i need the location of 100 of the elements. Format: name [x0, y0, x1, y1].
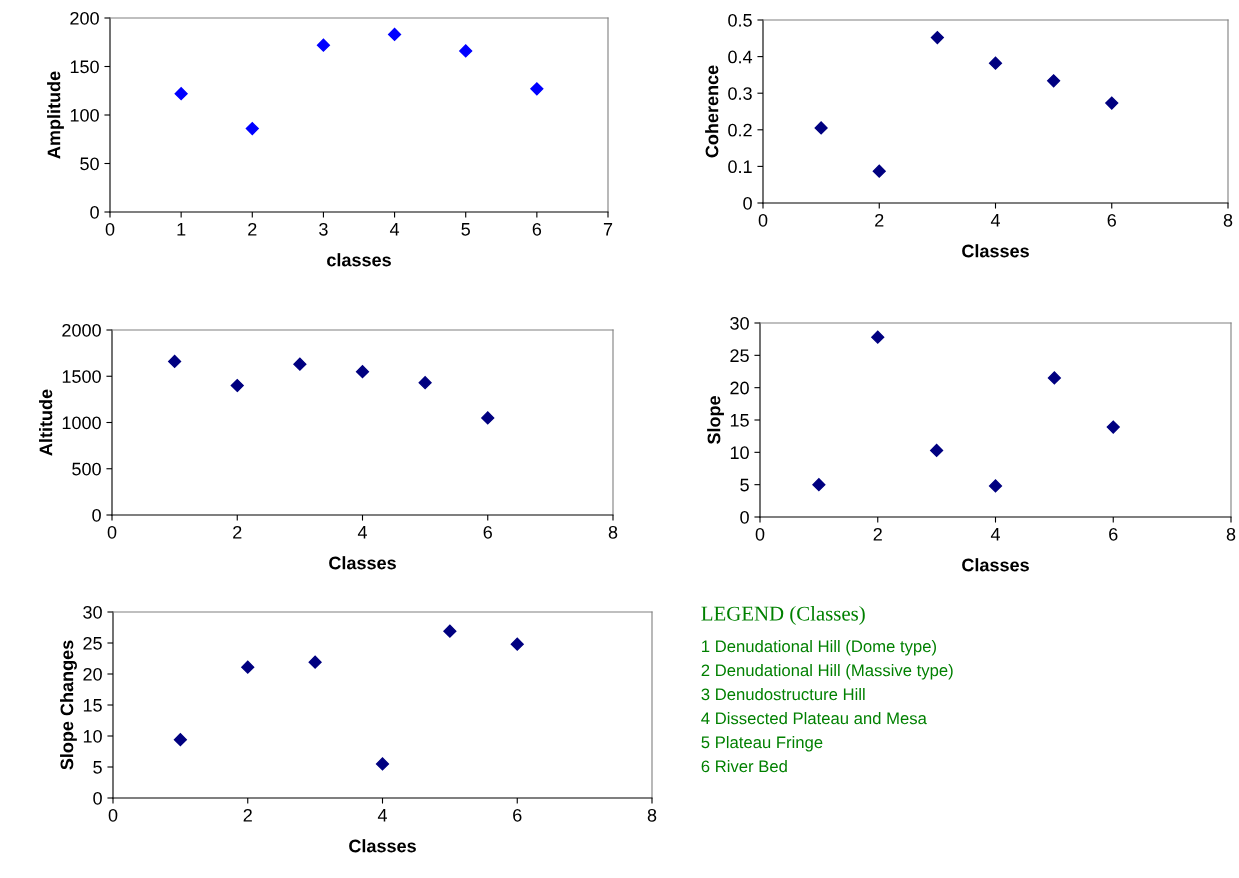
point: [173, 733, 187, 747]
x-tick-label: 0: [105, 222, 115, 236]
text: 5 Plateau Fringe: [701, 736, 823, 752]
text: 3 Denudostructure Hill: [701, 688, 865, 701]
y-tick-label: 0.4: [728, 50, 753, 64]
y-tick-label: 5: [740, 478, 749, 492]
y-tick-label: 10: [730, 446, 749, 460]
x-tick-label: 2: [233, 525, 242, 539]
x-tick-label: 0: [758, 213, 768, 227]
x-tick-label: 5: [461, 223, 470, 236]
x-tick-label: 1: [177, 223, 186, 236]
y-axis-title: Slope: [707, 396, 724, 445]
y-tick-label: 0.3: [728, 87, 752, 100]
point: [988, 56, 1003, 70]
x-tick-label: 7: [603, 223, 613, 236]
y-axis-title: Coherence: [705, 65, 719, 158]
point: [510, 637, 524, 651]
point: [443, 624, 457, 638]
y-tick-label: 30: [730, 316, 749, 330]
x-axis-title: Classes: [962, 244, 1029, 258]
y-tick-label: 25: [730, 349, 749, 363]
x-tick-label: 4: [389, 223, 400, 236]
y-axis-title: Altitude: [39, 389, 53, 456]
point: [1106, 420, 1120, 434]
y-tick-label: 25: [83, 636, 102, 650]
x-tick-label: 8: [608, 525, 618, 539]
point: [316, 38, 331, 52]
y-tick-label: 500: [72, 462, 101, 476]
point: [418, 376, 432, 390]
y-tick-label: 200: [70, 11, 99, 25]
y-tick-label: 0.2: [728, 123, 752, 137]
x-tick-label: 2: [875, 213, 884, 227]
point: [930, 30, 944, 45]
y-tick-label: 0: [93, 791, 102, 805]
x-tick-label: 6: [483, 525, 492, 539]
x-tick-label: 0: [755, 527, 765, 541]
y-tick-label: 1500: [62, 370, 101, 383]
x-tick-label: 2: [873, 527, 882, 541]
x-tick-label: 0: [107, 525, 117, 539]
point: [245, 121, 259, 136]
x-tick-label: 8: [1226, 527, 1236, 541]
text: 6 River Bed: [701, 760, 787, 773]
point: [988, 479, 1003, 493]
x-tick-label: 4: [377, 809, 387, 822]
x-tick-label: 8: [1223, 213, 1233, 227]
point: [168, 354, 182, 369]
point: [1047, 74, 1061, 88]
point: [1105, 96, 1119, 110]
y-tick-label: 5: [93, 761, 102, 774]
text: LEGEND (Classes): [701, 606, 865, 625]
point: [812, 478, 826, 492]
point: [174, 87, 188, 101]
x-axis-title: Classes: [962, 558, 1029, 572]
y-tick-label: 0: [743, 196, 752, 210]
y-tick-label: 50: [80, 157, 99, 171]
x-axis-title: Classes: [349, 839, 416, 853]
y-tick-label: 15: [730, 414, 749, 427]
x-tick-label: 6: [513, 808, 522, 822]
point: [241, 660, 255, 674]
y-tick-label: 0: [92, 508, 101, 522]
x-tick-label: 4: [357, 526, 367, 539]
y-axis-title: Amplitude: [47, 71, 64, 159]
text: 4 Dissected Plateau and Mesa: [701, 712, 927, 725]
point: [872, 164, 886, 178]
point: [387, 27, 402, 42]
x-tick-label: 2: [243, 808, 252, 822]
x-tick-label: 2: [248, 222, 257, 236]
text: 2 Denudational Hill (Massive type): [701, 664, 953, 680]
x-tick-label: 0: [108, 808, 118, 822]
y-tick-label: 15: [83, 699, 102, 712]
x-tick-label: 3: [319, 222, 328, 236]
x-tick-label: 6: [1107, 213, 1116, 227]
y-tick-label: 0.5: [728, 13, 752, 27]
point: [293, 357, 307, 371]
point: [230, 378, 244, 393]
point: [814, 121, 828, 135]
y-tick-label: 10: [83, 729, 102, 743]
y-tick-label: 150: [70, 60, 99, 74]
point: [871, 330, 885, 344]
x-tick-label: 6: [1109, 527, 1118, 541]
y-tick-label: 2000: [62, 323, 101, 337]
x-axis-title: Classes: [329, 556, 396, 570]
y-tick-label: 20: [83, 667, 102, 681]
point: [375, 757, 390, 771]
x-tick-label: 4: [990, 214, 1000, 227]
x-axis-title: classes: [327, 253, 391, 267]
point: [530, 82, 544, 96]
x-tick-label: 8: [647, 808, 657, 822]
point: [481, 411, 495, 425]
point: [930, 443, 944, 457]
y-tick-label: 20: [730, 381, 749, 395]
point: [459, 44, 473, 58]
point: [308, 655, 322, 669]
x-tick-label: 6: [532, 222, 542, 236]
y-tick-label: 1000: [62, 416, 101, 430]
y-tick-label: 100: [70, 108, 99, 122]
text: 1 Denudational Hill (Dome type): [702, 640, 936, 656]
x-tick-label: 4: [990, 528, 1000, 541]
point: [1047, 371, 1061, 385]
point: [355, 365, 370, 379]
